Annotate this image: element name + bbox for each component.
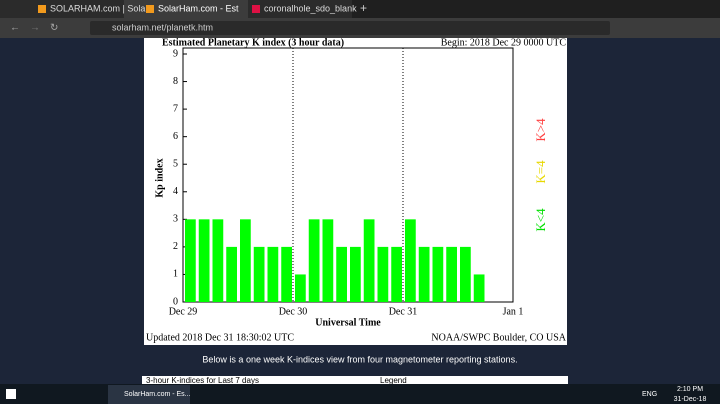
chart-subtitle: Begin: 2018 Dec 29 0000 UTC <box>441 37 567 48</box>
y-tick-label: 3 <box>173 214 178 225</box>
bar <box>405 219 416 302</box>
bar <box>281 246 292 302</box>
taskbar-window[interactable] <box>108 385 190 404</box>
table-title: 3-hour K-indices for Last 7 days <box>146 376 259 385</box>
bar <box>295 274 306 302</box>
y-tick-label: 0 <box>173 296 178 307</box>
bar <box>432 246 444 302</box>
bar <box>308 219 320 302</box>
back-button[interactable]: ← <box>10 23 20 34</box>
clock-date: 31-Dec-18 <box>674 396 707 403</box>
bar <box>322 219 334 302</box>
new-tab[interactable]: + <box>360 1 367 15</box>
bar <box>460 246 471 302</box>
start-button[interactable] <box>6 389 16 399</box>
tab[interactable] <box>248 0 352 18</box>
caption: Below is a one week K-indices view from … <box>202 354 517 364</box>
bar <box>185 219 196 302</box>
bar <box>446 246 457 302</box>
bar <box>226 246 237 302</box>
y-tick-label: 9 <box>173 48 178 59</box>
y-tick-label: 1 <box>173 269 178 280</box>
bar <box>240 219 251 302</box>
y-tick-label: 4 <box>173 186 178 197</box>
favicon <box>146 5 154 13</box>
footer-right: NOAA/SWPC Boulder, CO USA <box>431 332 566 343</box>
chart-title: Estimated Planetary K index (3 hour data… <box>162 37 344 48</box>
y-tick-label: 5 <box>173 159 178 170</box>
bar <box>198 219 210 302</box>
url: solarham.net/planetk.htm <box>112 22 213 32</box>
tab-active[interactable] <box>124 0 248 18</box>
y-tick-label: 2 <box>173 241 178 252</box>
bar <box>267 246 279 302</box>
legend-entry: K=4 <box>533 160 548 184</box>
bar <box>336 246 347 302</box>
bar <box>377 246 389 302</box>
footer-left: Updated 2018 Dec 31 18:30:02 UTC <box>146 332 294 343</box>
taskbar-window-title: SolarHam.com - Es... <box>124 391 191 398</box>
x-tick-label: Dec 29 <box>169 306 198 317</box>
legend-label: Legend <box>380 376 407 385</box>
table-header <box>142 376 568 384</box>
legend-entry: K<4 <box>533 208 548 232</box>
y-axis-label: Kp index <box>154 158 165 197</box>
bar <box>212 219 224 302</box>
bar <box>350 246 361 302</box>
bar <box>418 246 430 302</box>
bar <box>363 219 375 302</box>
x-tick-label: Dec 31 <box>389 306 418 317</box>
favicon <box>38 5 46 13</box>
address-field[interactable] <box>90 21 610 35</box>
tab-title: coronalhole_sdo_blank <box>264 3 357 13</box>
bar <box>473 274 485 302</box>
x-axis-label: Universal Time <box>315 317 381 328</box>
x-tick-label: Dec 30 <box>279 306 308 317</box>
forward-button[interactable]: → <box>30 23 40 34</box>
tab[interactable] <box>0 0 124 18</box>
favicon <box>252 5 260 13</box>
y-tick-label: 6 <box>173 131 178 142</box>
clock-time: 2:10 PM <box>677 386 703 393</box>
reload-button[interactable]: ↻ <box>50 23 58 34</box>
y-tick-label: 8 <box>173 76 178 87</box>
legend-entry: K>4 <box>533 118 548 142</box>
bar <box>253 246 265 302</box>
x-tick-label: Jan 1 <box>503 306 524 317</box>
tab-title: SOLARHAM.com | Sola <box>50 3 145 13</box>
tab-title: SolarHam.com - Est <box>158 3 239 13</box>
bar <box>391 246 402 302</box>
y-tick-label: 7 <box>173 103 178 114</box>
language: ENG <box>642 391 657 398</box>
